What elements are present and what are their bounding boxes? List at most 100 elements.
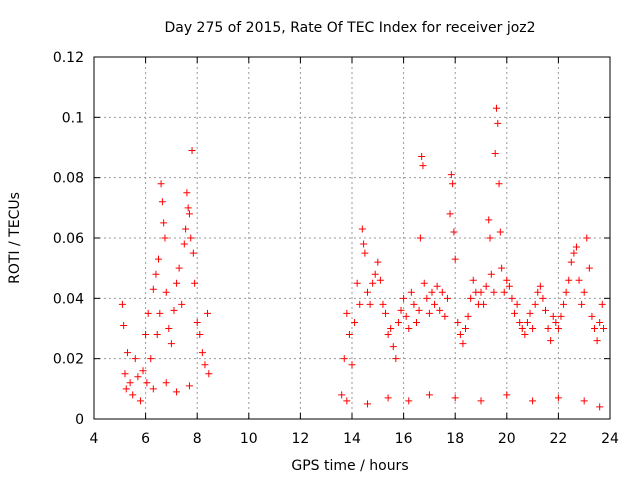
data-point [158, 198, 166, 206]
data-point [477, 288, 485, 296]
data-point [467, 294, 475, 302]
x-tick-label: 6 [141, 431, 150, 447]
data-point [152, 270, 160, 278]
y-tick-label: 0.12 [53, 50, 84, 66]
data-point [189, 249, 197, 257]
data-point [454, 318, 462, 326]
data-point [436, 306, 444, 314]
data-point [531, 300, 539, 308]
x-axis-label: GPS time / hours [291, 458, 408, 474]
y-tick-label: 0.08 [53, 171, 84, 187]
data-point [139, 367, 147, 375]
data-point [529, 325, 537, 332]
x-tick-label: 24 [601, 431, 619, 447]
data-point [124, 349, 132, 357]
data-point [389, 343, 397, 351]
data-point [554, 325, 562, 332]
y-axis-label: ROTI / TECUs [7, 192, 23, 284]
data-point [162, 288, 170, 296]
data-point [160, 219, 168, 227]
data-point [496, 228, 504, 236]
y-tick-label: 0.1 [62, 110, 84, 126]
data-point [516, 318, 524, 326]
data-point [184, 204, 192, 212]
data-point [570, 249, 578, 257]
data-point [397, 306, 405, 314]
data-point [343, 309, 351, 317]
data-point [477, 397, 485, 405]
data-point [552, 318, 560, 326]
data-point [384, 394, 392, 402]
data-point [423, 294, 431, 302]
grid-lines [94, 57, 610, 419]
data-point [415, 306, 423, 314]
data-point [196, 331, 204, 339]
data-point [450, 228, 458, 236]
data-point [503, 391, 511, 399]
data-point [147, 355, 155, 363]
data-point [521, 331, 529, 339]
data-point [464, 312, 472, 320]
data-point [162, 379, 170, 387]
data-point [407, 288, 415, 296]
data-point [191, 279, 199, 287]
data-point [420, 279, 428, 287]
y-tick-label: 0.02 [53, 352, 84, 368]
data-point [560, 300, 568, 308]
data-point [462, 325, 470, 332]
data-point [178, 300, 186, 308]
data-point [204, 309, 212, 317]
data-point [188, 147, 196, 155]
data-point [583, 234, 591, 242]
data-point [562, 288, 570, 296]
data-point [387, 325, 395, 332]
data-point [485, 216, 493, 224]
data-point [193, 318, 201, 326]
data-points [118, 104, 608, 411]
data-point [394, 318, 402, 326]
data-point [523, 318, 531, 326]
data-point [469, 276, 477, 284]
data-point [418, 153, 426, 161]
data-point [428, 288, 436, 296]
data-point [487, 270, 495, 278]
y-tick-label: 0.04 [53, 291, 84, 307]
data-point [459, 340, 467, 348]
x-tick-label: 14 [343, 431, 361, 447]
data-point [122, 385, 130, 393]
x-tick-label: 20 [498, 431, 516, 447]
data-point [518, 325, 526, 332]
data-point [343, 397, 351, 405]
data-point [419, 162, 427, 170]
data-point [120, 321, 128, 329]
data-point [557, 312, 565, 320]
data-point [134, 373, 142, 381]
data-point [185, 210, 193, 218]
data-point [129, 391, 137, 399]
data-point [534, 288, 542, 296]
data-point [205, 370, 213, 378]
data-point [338, 391, 346, 399]
x-tick-label: 10 [240, 431, 258, 447]
data-point [157, 180, 165, 188]
data-point [554, 394, 562, 402]
data-point [363, 288, 371, 296]
data-point [143, 379, 151, 387]
data-point [136, 397, 144, 405]
data-point [118, 300, 126, 308]
data-point [575, 276, 583, 284]
data-point [165, 325, 173, 332]
data-point [431, 300, 439, 308]
axis-ticks: 4 6 8 10 12 14 16 18 20 22 24 0 0.02 0.04 0.06 0.08 0.1 0… [53, 50, 619, 447]
data-point [144, 309, 152, 317]
x-tick-label: 22 [549, 431, 567, 447]
y-tick-label: 0 [75, 412, 84, 428]
data-point [379, 300, 387, 308]
data-point [376, 276, 384, 284]
data-point [400, 294, 408, 302]
data-point [392, 355, 400, 363]
x-tick-label: 4 [90, 431, 99, 447]
data-point [348, 361, 356, 369]
